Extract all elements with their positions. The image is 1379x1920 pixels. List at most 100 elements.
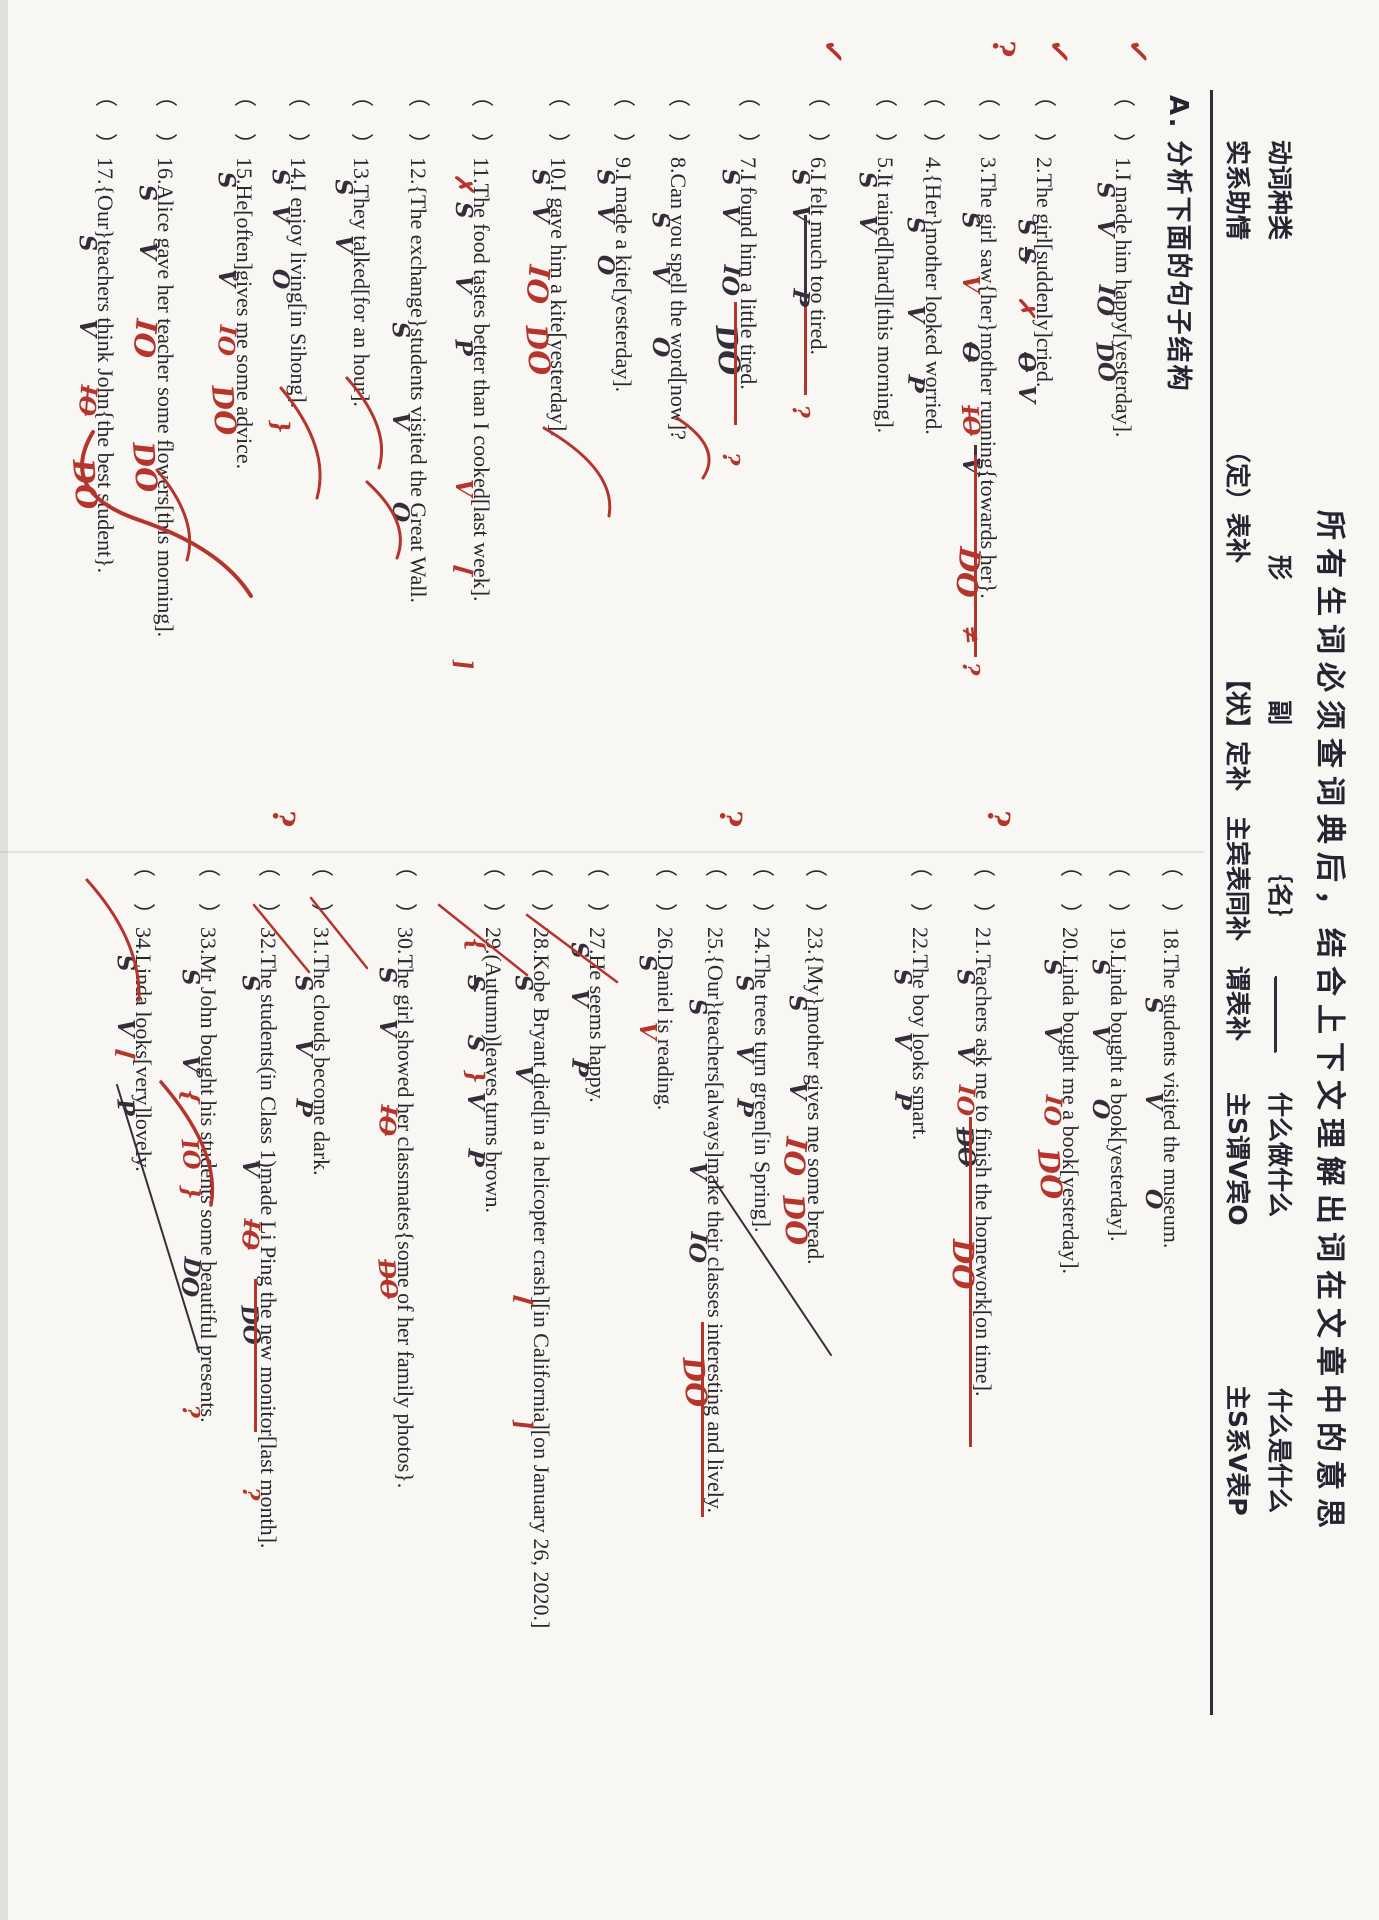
handwritten-annotation: O (1012, 350, 1041, 374)
sentence-item-18: （ ）18.The students visited the museum. S V… (1139, 855, 1189, 1248)
handwritten-annotation: O (386, 500, 415, 524)
handwritten-annotation: S (565, 940, 594, 960)
handwritten-annotation: IO (372, 1103, 403, 1137)
sentence-item-32: （ ）32.The students(in Class 1)made Li Pi… (235, 807, 301, 1549)
handwritten-annotation: V (566, 989, 593, 1007)
handwritten-annotation: P (289, 1097, 318, 1118)
handwritten-annotation: [ (449, 563, 478, 578)
handwritten-annotation: O (646, 335, 675, 359)
sentence-item-20: （ ）20.Linda bought me a book[yesterday].… (1031, 855, 1088, 1274)
answer-bracket: （ ） (393, 855, 418, 928)
handwritten-annotation: DO (175, 1255, 206, 1299)
sentence-text: 5.It rained[hard][this morning]. (873, 157, 898, 434)
sentence-text: 12.{The exchange}students visited the Gr… (406, 157, 431, 603)
sentence-item-8: （ ）8.Can you spell the word[now]? S V O (646, 85, 696, 440)
handwritten-annotation: V (784, 1082, 811, 1100)
answer-bracket: （ ） (976, 85, 1001, 158)
handwritten-annotation: DO (775, 1193, 815, 1247)
handwritten-annotation: V (1013, 385, 1040, 403)
handwritten-annotation: V (510, 1065, 537, 1083)
answer-bracket: （ ） (750, 855, 775, 928)
sentence-item-19: （ ）19.Linda bought a book[yesterday]. S V O (1086, 855, 1136, 1242)
handwritten-annotation: P (786, 287, 815, 308)
handwritten-annotation: S (461, 1033, 490, 1053)
handwritten-annotation: V (449, 273, 478, 295)
handwritten-annotation: IO (211, 323, 242, 357)
sentence-item-30: （ ）30.The girl showed her classmates{som… (372, 855, 423, 1489)
handwritten-annotation: V (374, 1019, 401, 1037)
handwritten-annotation: V (957, 275, 984, 293)
handwritten-annotation: S (373, 965, 402, 985)
answer-bracket: （ ） (256, 855, 281, 928)
header-blank-underline (1275, 976, 1277, 1052)
answer-bracket: （ ） (1106, 855, 1131, 928)
handwritten-annotation: IO (776, 1135, 814, 1178)
handwritten-underline (804, 307, 807, 395)
sentence-item-12: （ ）12.{The exchange}students visited the… (386, 85, 436, 603)
handwritten-annotation: S (133, 183, 162, 203)
header-term: 副 (1265, 700, 1294, 726)
handwritten-annotation: V (634, 1022, 661, 1040)
handwritten-annotation: ✗ (1012, 295, 1041, 318)
answer-bracket: （ ） (585, 855, 610, 928)
sentence-text: 30.The girl showed her classmates{some o… (393, 927, 418, 1489)
answer-bracket: （ ） (196, 855, 221, 928)
sentence-text: 6.I felt much too tired. (806, 157, 831, 355)
answer-bracket: （ ） (921, 85, 946, 158)
sentence-item-9: （ ）9.I made a kite[yesterday]. S V O (591, 85, 641, 392)
answer-bracket: （ ） (529, 855, 554, 928)
handwritten-annotation: IO (126, 317, 164, 360)
header-term: 谓表补 (1223, 966, 1252, 1042)
handwritten-annotation: ? (176, 1403, 205, 1420)
sentence-item-4: （ ）4.{Her}mother looked worried. S V P (901, 85, 951, 435)
sentence-text: 33.Mr John bought his students some beau… (196, 927, 221, 1423)
page-fold-seam (0, 851, 1204, 853)
handwritten-annotation: [ (509, 1293, 538, 1308)
sentence-item-3: （ ）3.The girl saw{her}mother running{tow… (949, 37, 1021, 676)
handwritten-annotation: V (112, 1019, 139, 1037)
handwritten-annotation: S (1139, 995, 1168, 1015)
answer-bracket: （ ） (653, 855, 678, 928)
sentence-item-16: （ ）16.Alice gave her teacher some flower… (126, 85, 183, 638)
header-row-grammar-roles: 实系助情 （定）表补 【状】定补 主宾表同补 谓表补 主S谓V宾O 主S系V表P (1223, 0, 1257, 1920)
handwritten-annotation: O (266, 267, 295, 291)
header-rule-line (1210, 90, 1213, 1715)
header-term: 什么是什么 (1265, 1388, 1294, 1514)
answer-bracket: （ ） (131, 855, 156, 928)
header-term: 【状】定补 (1223, 666, 1252, 792)
handwritten-annotation: ? (237, 1487, 264, 1501)
answer-bracket: （ ） (666, 85, 691, 158)
handwritten-annotation: V (450, 479, 477, 497)
handwritten-annotation: S (683, 997, 712, 1017)
header-term: ｛名｝ (1265, 858, 1294, 934)
sentence-text: 16.Alice gave her teacher some flowers[t… (153, 157, 178, 638)
handwritten-annotation: S (329, 177, 358, 197)
answer-bracket: （ ） (153, 85, 178, 158)
sentence-item-1: （ ）1.I made him happy[yesterday]. ✓ S V IO DO (1090, 37, 1156, 438)
handwritten-annotation: S (212, 170, 241, 190)
answer-bracket: （ ） (1159, 855, 1184, 928)
handwritten-annotation: IO (715, 263, 746, 297)
handwritten-annotation: S (956, 210, 985, 230)
handwriting-stroke (542, 426, 612, 518)
handwritten-annotation: V (1039, 1025, 1066, 1043)
handwritten-annotation: DO (204, 383, 244, 437)
handwritten-annotation: V (684, 1162, 711, 1180)
handwritten-annotation: V (177, 1055, 204, 1073)
answer-bracket: （ ） (806, 85, 831, 158)
sentence-item-14: （ ）14.I enjoy living[in Sihong]. S V O} (266, 85, 316, 435)
handwritten-annotation: S (73, 233, 102, 253)
handwritten-annotation: { (461, 935, 490, 953)
handwritten-annotation: S (236, 973, 265, 993)
handwritten-annotation: S (1012, 217, 1041, 237)
teacher-margin-mark: ? (978, 806, 1017, 829)
header-term: 什么做什么 (1265, 1092, 1294, 1218)
handwritten-annotation: DO (125, 440, 165, 494)
handwritten-annotation: ? (957, 662, 984, 676)
teacher-margin-mark: ? (263, 806, 302, 829)
handwritten-annotation: [ (111, 1047, 140, 1062)
answer-bracket: （ ） (1032, 85, 1057, 158)
handwritten-annotation: S (386, 320, 415, 340)
